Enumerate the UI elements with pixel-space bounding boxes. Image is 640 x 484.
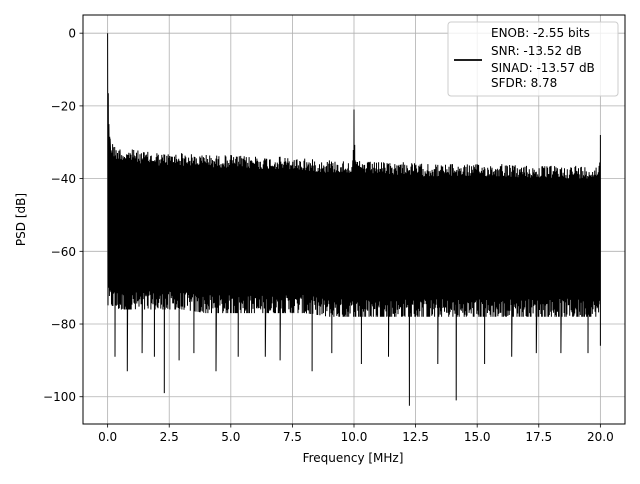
legend-entry-sfdr: SFDR: 8.78 <box>491 76 557 90</box>
y-tick-label: 0 <box>68 27 76 41</box>
axis-ticks: 0.0 2.5 5.0 7.5 10.0 12.5 15.0 17.5 20.0 0 −20 −40 −… <box>43 27 614 444</box>
y-tick-label: −60 <box>51 245 76 259</box>
y-axis-label: PSD [dB] <box>14 193 28 246</box>
legend: ENOB: -2.55 bits SNR: -13.52 dB SINAD: -… <box>447 21 619 97</box>
series-layer <box>107 33 601 406</box>
x-tick-label: 2.5 <box>160 430 179 444</box>
y-tick-label: −80 <box>51 318 76 332</box>
x-tick-label: 0.0 <box>98 430 117 444</box>
legend-entry-enob: ENOB: -2.55 bits <box>491 26 590 40</box>
x-tick-label: 15.0 <box>464 430 491 444</box>
psd-series-line <box>107 33 601 406</box>
x-tick-label: 5.0 <box>221 430 240 444</box>
legend-box <box>447 21 619 97</box>
x-tick-label: 17.5 <box>525 430 552 444</box>
x-tick-label: 10.0 <box>341 430 368 444</box>
y-tick-label: −20 <box>51 99 76 113</box>
x-tick-label: 12.5 <box>402 430 429 444</box>
legend-entry-snr: SNR: -13.52 dB <box>491 44 582 58</box>
legend-entry-sinad: SINAD: -13.57 dB <box>491 61 595 75</box>
x-tick-label: 7.5 <box>283 430 302 444</box>
y-tick-label: −40 <box>51 172 76 186</box>
x-axis-label: Frequency [MHz] <box>303 451 404 465</box>
x-tick-label: 20.0 <box>587 430 614 444</box>
y-tick-label: −100 <box>43 390 76 404</box>
